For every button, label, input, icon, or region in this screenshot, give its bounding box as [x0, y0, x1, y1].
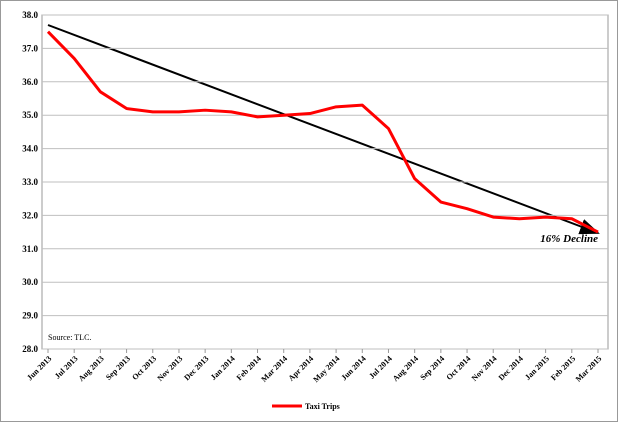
- x-tick-label: Jun 2013: [25, 354, 53, 382]
- x-tick-label: Aug 2013: [77, 354, 106, 383]
- y-tick-label: 31.0: [22, 244, 38, 254]
- y-tick-label: 29.0: [22, 311, 38, 321]
- y-tick-label: 36.0: [22, 77, 38, 87]
- y-tick-label: 35.0: [22, 110, 38, 120]
- y-tick-label: 38.0: [22, 10, 38, 20]
- y-tick-label: 28.0: [22, 344, 38, 354]
- x-tick-label: Mar 2015: [574, 354, 604, 384]
- x-tick-label: Feb 2014: [235, 354, 263, 382]
- annotation: 16% Decline: [540, 233, 598, 245]
- y-tick-label: 30.0: [22, 277, 38, 287]
- x-tick-label: Sep 2014: [418, 354, 446, 382]
- x-tick-label: Nov 2013: [156, 354, 185, 383]
- legend-label: Taxi Trips: [305, 402, 340, 411]
- x-tick-label: Oct 2013: [130, 354, 158, 382]
- x-tick-label: Dec 2013: [182, 354, 210, 382]
- source-note: Source: TLC.: [48, 333, 91, 342]
- x-tick-label: May 2014: [311, 354, 341, 384]
- x-tick-label: Jun 2014: [339, 354, 367, 382]
- x-tick-label: Mar 2014: [259, 354, 289, 384]
- x-tick-label: Feb 2015: [549, 354, 577, 382]
- x-tick-label: Sep 2013: [104, 354, 132, 382]
- x-tick-label: Jan 2014: [209, 354, 237, 382]
- x-tick-label: Aug 2014: [391, 354, 420, 383]
- x-tick-label: Oct 2014: [445, 354, 473, 382]
- trend-arrow: [47, 24, 600, 235]
- y-tick-label: 37.0: [22, 43, 38, 53]
- x-tick-label: Nov 2014: [470, 354, 499, 383]
- x-tick-label: Dec 2014: [497, 354, 525, 382]
- y-tick-label: 34.0: [22, 144, 38, 154]
- x-tick-label: Jan 2015: [523, 354, 551, 382]
- y-tick-label: 32.0: [22, 210, 38, 220]
- data-line: [46, 30, 599, 234]
- y-tick-label: 33.0: [22, 177, 38, 187]
